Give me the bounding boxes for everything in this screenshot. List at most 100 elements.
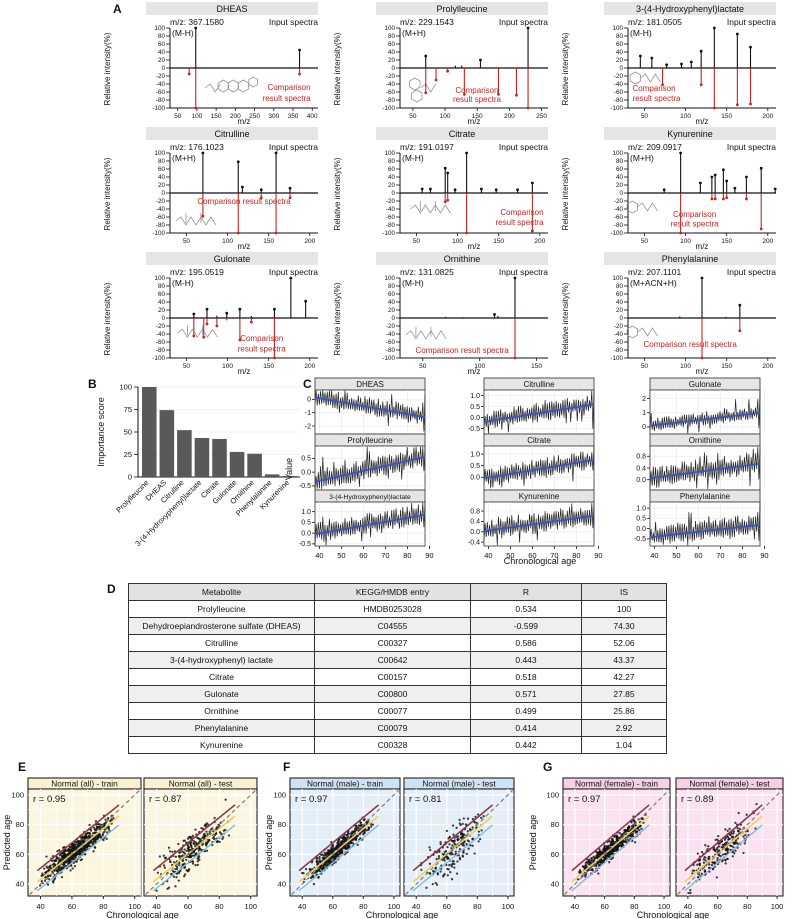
x-tick-label: 40 (571, 902, 579, 911)
y-tick-label: -80 (614, 97, 624, 104)
x-tick-label: 150 (493, 238, 504, 245)
trend-title: Kynurenine (519, 492, 560, 501)
scatter-point (615, 836, 619, 839)
table-row: Phenylalanine C00079 0.414 2.92 (128, 719, 667, 737)
upper-band-line (571, 804, 650, 872)
scatter-point (74, 845, 77, 848)
trend-fit-line (314, 396, 426, 419)
y-tick-label: 0.0 (301, 469, 311, 476)
scatter-point (730, 844, 733, 848)
scatter-point (96, 837, 99, 840)
comparison-spectra-label: Comparison (632, 84, 675, 93)
scatter-point (61, 851, 64, 855)
scatter-point (343, 837, 346, 840)
y-tick-label: -80 (386, 347, 396, 354)
table-cell: Phenylalanine (128, 719, 315, 737)
scatter-point (704, 859, 707, 862)
scatter-point (103, 822, 106, 825)
scatter-point (588, 858, 591, 861)
scatter-point (38, 884, 42, 887)
input-peak-tip (679, 151, 683, 155)
y-tick-label: 40 (616, 174, 624, 181)
scatter-point (576, 878, 580, 881)
bond-chain (410, 204, 451, 214)
y-tick-label: 40 (278, 880, 286, 889)
identity-dashed-line (405, 790, 513, 895)
spectrum-title-bar (146, 127, 318, 140)
scatter-point (191, 860, 195, 863)
scatter-point (696, 852, 699, 855)
scatter-point (172, 870, 175, 873)
scatter-point (50, 859, 54, 863)
correlation-label: r = 0.95 (33, 794, 65, 805)
scatter-point (60, 875, 64, 879)
table-cell: HMDB0253028 (314, 600, 471, 618)
y-tick-label: -0.5 (299, 541, 311, 548)
table-row: Dehydroepiandrosterone sulfate (DHEAS) C0… (128, 617, 667, 635)
mz-value-label: m/z: 229.1543 (400, 17, 454, 27)
scatter-point (605, 848, 609, 851)
scatter-point (728, 837, 731, 841)
scatter-point (319, 853, 323, 856)
scatter-point (638, 829, 641, 832)
ring (411, 89, 423, 103)
scatter-point (59, 866, 63, 869)
input-peak-tip (479, 58, 482, 62)
scatter-point (446, 856, 450, 859)
input-peak-tip (725, 179, 729, 183)
y-tick-label: 60 (616, 291, 624, 298)
y-tick-label: 20 (158, 57, 166, 64)
trend-title: Gulonate (689, 380, 722, 389)
scatter-point (174, 855, 178, 858)
scatter-point (450, 878, 454, 881)
scatter-point (455, 826, 458, 830)
table-cell: C00079 (314, 719, 471, 737)
scatter-point (155, 889, 158, 892)
scatter-point (436, 872, 439, 875)
scatter-point (218, 831, 222, 834)
x-tick-label: 200 (304, 363, 315, 370)
ion-mode-label: (M+H) (630, 153, 654, 163)
scatter-point (186, 870, 190, 873)
table-header-cell: R (470, 583, 582, 601)
bond-chain (420, 83, 437, 93)
comparison-peak-tip (712, 106, 716, 110)
y-axis-label: Relative intensity(%) (103, 282, 112, 355)
y-tick-label: 0 (619, 315, 623, 322)
trend-title: 3-(4-Hydroxyphenyl)lactate (329, 494, 411, 501)
scatter-point (80, 838, 83, 841)
lower-band-line (298, 824, 380, 892)
ion-mode-label: (M-H) (630, 28, 652, 38)
scatter-point (738, 827, 742, 831)
input-peak-tip (273, 307, 276, 311)
y-axis-label: Predicted age (264, 815, 274, 871)
trend-fit-line (314, 513, 426, 536)
scatter-point (718, 842, 721, 845)
scatter-point (209, 828, 212, 831)
scatter-point (92, 850, 95, 853)
scatter-point (179, 869, 182, 873)
scatter-point (724, 858, 727, 862)
comparison-peak-tip (526, 106, 530, 110)
scatter-point (363, 831, 366, 834)
scatter-point (173, 861, 176, 864)
scatter-point (186, 847, 190, 850)
scatter-point (351, 841, 354, 844)
scatter-point (92, 826, 95, 829)
scatter-point (180, 855, 183, 858)
scatter-point (175, 876, 178, 879)
table-cell: 0.518 (470, 668, 582, 686)
trend-plot: Kynurenine 0.8 0.4 0.0 -0.4 40 50 60 70 80 90 (468, 489, 603, 560)
x-tick-label: 250 (536, 113, 547, 120)
x-tick-label: 150 (263, 363, 274, 370)
spectrum-title-bar (604, 127, 776, 140)
scatter-point (429, 872, 432, 875)
scatter-point (177, 851, 181, 854)
x-tick-label: 40 (152, 902, 160, 911)
comparison-spectra-label: result spectra (238, 345, 287, 354)
input-peak-tip (494, 188, 498, 192)
trend-plot: Gulonate 2 1 0 (642, 377, 765, 435)
input-spectra-label: Input spectra (727, 17, 776, 27)
y-tick-label: 100 (546, 790, 559, 799)
scatter-point (309, 876, 313, 880)
